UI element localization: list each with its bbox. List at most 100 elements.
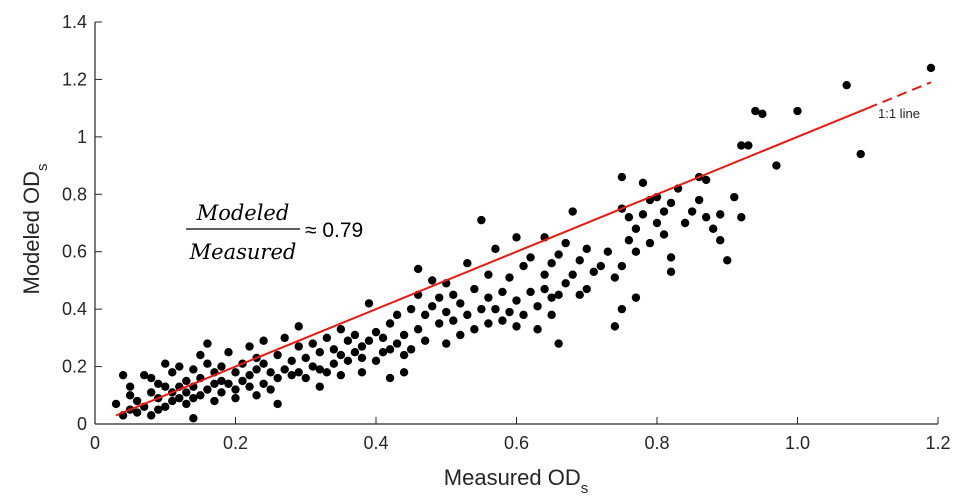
data-point <box>624 236 634 245</box>
data-point <box>575 290 584 299</box>
ratio-relation: ≈ 0.79 <box>305 219 363 242</box>
data-point <box>385 345 395 354</box>
data-point <box>645 238 655 248</box>
data-point <box>652 218 662 228</box>
data-point <box>603 247 613 256</box>
data-point <box>378 333 388 343</box>
data-point <box>435 319 444 328</box>
data-point <box>231 368 240 377</box>
data-point <box>252 391 261 400</box>
data-point <box>730 192 739 202</box>
y-tick-label: 1.2 <box>62 69 87 89</box>
data-point <box>716 236 725 245</box>
data-point <box>491 304 500 314</box>
data-point <box>659 230 669 239</box>
x-tick-label: 0 <box>90 433 100 453</box>
data-point <box>624 213 634 222</box>
data-point <box>273 373 282 383</box>
data-point <box>273 350 282 360</box>
data-point <box>399 330 409 340</box>
data-point <box>484 293 493 302</box>
data-point <box>125 391 135 400</box>
y-tick-label: 0.4 <box>62 299 87 319</box>
data-point <box>175 362 184 371</box>
data-point <box>245 382 254 391</box>
data-point <box>575 256 584 265</box>
x-tick-label: 0.4 <box>363 433 388 453</box>
data-point <box>470 325 479 334</box>
data-point <box>224 348 233 357</box>
data-point <box>280 333 289 343</box>
data-point <box>533 325 542 334</box>
data-point <box>322 368 332 377</box>
data-point <box>266 385 275 394</box>
y-tick-label: 1.4 <box>62 12 87 32</box>
data-point <box>343 336 353 345</box>
data-point <box>638 178 648 187</box>
data-point <box>413 264 423 274</box>
data-point <box>449 290 458 299</box>
data-point <box>463 259 472 268</box>
data-point <box>701 175 711 185</box>
data-point <box>385 319 395 328</box>
data-point <box>505 307 514 317</box>
data-point <box>217 376 226 386</box>
data-point <box>554 250 563 259</box>
y-tick-label: 0.2 <box>62 357 87 377</box>
data-point <box>294 368 303 377</box>
data-point <box>568 207 577 216</box>
ratio-annotation: Modeled Measured ≈ 0.79 <box>186 201 363 264</box>
data-point <box>259 379 268 388</box>
data-point <box>582 244 591 254</box>
data-point <box>182 376 191 386</box>
data-point <box>231 393 240 403</box>
data-point <box>118 370 128 380</box>
data-point <box>428 302 437 311</box>
data-point <box>554 290 563 299</box>
data-point <box>610 322 620 331</box>
data-point <box>435 293 444 302</box>
y-axis-label-subscript: s <box>34 163 51 171</box>
data-point <box>322 333 332 343</box>
data-point <box>329 359 339 368</box>
fit-line-group <box>115 81 932 417</box>
data-point <box>336 370 346 380</box>
data-point <box>245 370 254 380</box>
data-point <box>498 287 507 297</box>
data-point <box>385 373 395 383</box>
data-point <box>744 141 753 150</box>
fit-line-solid <box>115 107 869 417</box>
data-point <box>287 356 296 366</box>
data-point <box>238 376 247 386</box>
data-point <box>589 267 598 277</box>
data-point <box>287 370 296 380</box>
data-point <box>294 342 303 351</box>
data-point <box>617 304 627 314</box>
data-point <box>259 359 268 368</box>
data-point <box>406 304 416 314</box>
data-point <box>547 293 556 302</box>
y-axis-label-main: Modeled OD <box>19 171 44 295</box>
data-point <box>519 310 528 320</box>
data-point <box>399 350 409 360</box>
data-point <box>512 296 521 305</box>
data-point <box>336 350 346 360</box>
y-tick-label: 0.8 <box>62 184 87 204</box>
data-point <box>336 325 346 334</box>
data-point <box>308 362 317 371</box>
data-point <box>203 339 212 348</box>
data-point <box>456 299 465 308</box>
data-point <box>189 393 198 403</box>
data-point <box>512 322 521 331</box>
data-point <box>350 348 360 357</box>
data-point <box>456 330 465 340</box>
data-point <box>512 233 521 242</box>
data-point <box>406 345 416 354</box>
data-point <box>210 396 219 406</box>
data-point <box>301 373 310 383</box>
data-point <box>737 141 746 150</box>
x-tick-label: 0.2 <box>223 433 248 453</box>
data-point <box>709 224 718 233</box>
data-point <box>526 287 535 297</box>
data-points <box>111 63 936 423</box>
